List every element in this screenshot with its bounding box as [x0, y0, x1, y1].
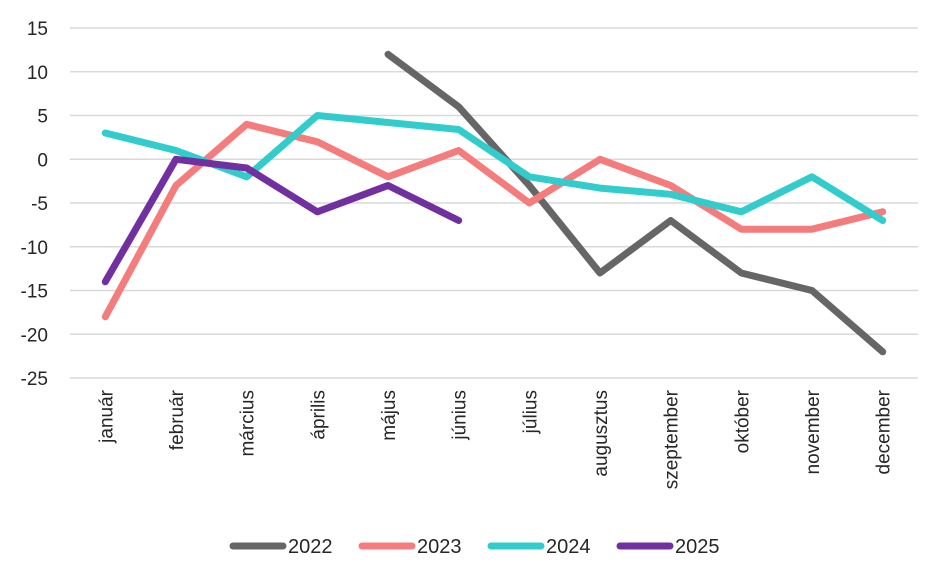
y-tick-label: 10 [27, 63, 48, 84]
y-tick-label: -5 [31, 194, 48, 215]
data-point-2024 [670, 193, 672, 195]
y-axis-ticks: 15 10 5 0 -5 -10 -15 -20 -25 [21, 19, 48, 390]
data-point-2025 [175, 158, 177, 160]
data-point-2023 [528, 202, 530, 204]
x-tick-label: március [238, 390, 259, 457]
data-point-2024 [387, 122, 389, 123]
data-point-2023 [387, 176, 389, 178]
data-point-2022 [528, 185, 530, 186]
data-point-2025 [246, 167, 248, 169]
series-line-2025 [101, 155, 463, 286]
y-tick-label: 5 [37, 107, 48, 128]
data-point-2022 [811, 290, 813, 291]
y-tick-label: -15 [21, 282, 48, 303]
series-line-2024 [101, 112, 887, 224]
data-point-2023 [882, 211, 884, 213]
x-tick-label: augusztus [591, 390, 612, 477]
data-point-2023 [246, 123, 248, 125]
data-point-2023 [740, 228, 742, 230]
series-line-2023 [101, 120, 887, 321]
y-tick-label: -10 [21, 238, 48, 259]
legend-label-2024: 2024 [546, 536, 591, 558]
y-tick-label: -25 [21, 369, 48, 390]
data-point-2023 [670, 185, 672, 186]
data-point-2022 [387, 53, 389, 55]
x-axis-ticks: január február március április május június jú… [96, 389, 894, 489]
data-point-2023 [175, 185, 177, 186]
data-point-2024 [104, 132, 106, 134]
data-point-2024 [882, 220, 884, 221]
gridlines [70, 27, 918, 379]
legend: 2022 2023 2024 2025 [229, 536, 720, 558]
data-point-2025 [387, 185, 389, 186]
x-tick-label: február [167, 389, 188, 450]
y-tick-label: 15 [27, 19, 48, 40]
data-point-2022 [599, 272, 601, 274]
data-point-2023 [458, 150, 460, 151]
x-tick-label: április [308, 390, 329, 440]
x-tick-label: június [450, 390, 471, 441]
data-point-2024 [811, 176, 813, 178]
data-point-2023 [599, 158, 601, 160]
legend-label-2022: 2022 [288, 536, 333, 558]
series-lines [101, 50, 887, 356]
data-point-2023 [104, 316, 106, 318]
data-point-2024 [599, 187, 601, 189]
y-tick-label: 0 [37, 150, 48, 171]
data-point-2024 [528, 176, 530, 178]
x-tick-label: szeptember [662, 389, 683, 489]
legend-label-2025: 2025 [675, 536, 720, 558]
data-point-2023 [316, 141, 318, 143]
data-point-2025 [104, 281, 106, 283]
data-point-2024 [175, 150, 177, 151]
x-tick-label: december [874, 389, 895, 474]
data-point-2024 [316, 115, 318, 116]
x-tick-label: november [803, 389, 824, 474]
data-point-2024 [740, 211, 742, 213]
data-point-2023 [811, 228, 813, 230]
data-point-2025 [316, 211, 318, 213]
data-point-2024 [246, 176, 248, 178]
data-point-2022 [458, 106, 460, 108]
data-point-2022 [670, 220, 672, 221]
x-tick-label: október [732, 389, 753, 453]
data-point-2022 [882, 351, 884, 353]
series-line-2022 [384, 50, 887, 356]
legend-label-2023: 2023 [417, 536, 462, 558]
data-point-2025 [458, 220, 460, 221]
x-tick-label: január [96, 389, 117, 443]
x-tick-label: július [520, 390, 541, 434]
data-point-2022 [740, 272, 742, 274]
y-tick-label: -20 [21, 325, 48, 346]
x-tick-label: május [379, 390, 400, 441]
data-point-2024 [458, 129, 460, 130]
